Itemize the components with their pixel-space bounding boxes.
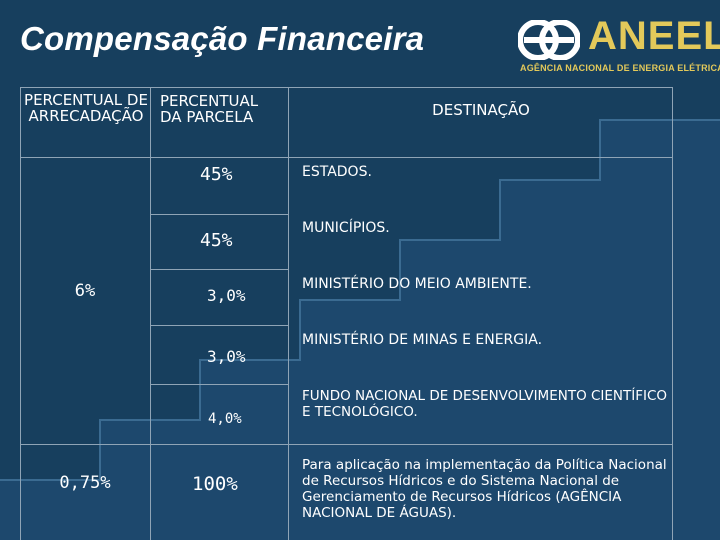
parcela-percent-fundo: 4,0% [208, 411, 242, 427]
staircase-edge [0, 119, 720, 481]
destination-fundo: FUNDO NACIONAL DE DESENVOLVIMENTO CIENTÍ… [302, 388, 668, 420]
destination-mma: MINISTÉRIO DO MEIO AMBIENTE. [302, 276, 532, 292]
column-divider-2 [288, 87, 289, 540]
aneel-logo-mark-icon [518, 20, 580, 60]
row-divider-1 [150, 214, 288, 215]
row-divider-5 [20, 444, 672, 445]
parcela-percent-ana: 100% [192, 473, 238, 495]
parcela-percent-mma: 3,0% [207, 286, 246, 305]
row-divider-2 [150, 269, 288, 270]
staircase-shape [0, 120, 720, 540]
aneel-logo-name: ANEEL [588, 14, 720, 58]
destination-ana: Para aplicação na implementação da Polít… [302, 457, 667, 521]
table-left-line [20, 87, 21, 540]
destination-estados: ESTADOS. [302, 164, 372, 180]
table-right-line [672, 87, 673, 540]
header-parcela: PERCENTUAL DA PARCELA [160, 92, 259, 126]
parcela-percent-municipios: 45% [200, 230, 233, 251]
arrecadacao-value-075: 0,75% [59, 473, 111, 493]
parcela-percent-estados: 45% [200, 164, 233, 185]
page-title: Compensação Financeira [20, 20, 425, 57]
aneel-logo-subtitle: AGÊNCIA NACIONAL DE ENERGIA ELÉTRICA [520, 63, 720, 73]
destination-municipios: MUNICÍPIOS. [302, 220, 390, 236]
parcela-percent-mme: 3,0% [207, 347, 246, 366]
arrecadacao-value-6: 6% [74, 281, 96, 301]
row-divider-3 [150, 325, 288, 326]
row-divider-4 [150, 384, 288, 385]
header-arrecadacao: PERCENTUAL DE ARRECADAÇÃO [24, 91, 148, 125]
aneel-logo: ANEEL AGÊNCIA NACIONAL DE ENERGIA ELÉTRI… [518, 14, 720, 80]
destination-mme: MINISTÉRIO DE MINAS E ENERGIA. [302, 332, 543, 348]
column-divider-1 [150, 87, 151, 540]
header-row-divider [20, 157, 672, 158]
table-top-line [20, 87, 672, 88]
header-destinacao: DESTINAÇÃO [432, 101, 530, 119]
